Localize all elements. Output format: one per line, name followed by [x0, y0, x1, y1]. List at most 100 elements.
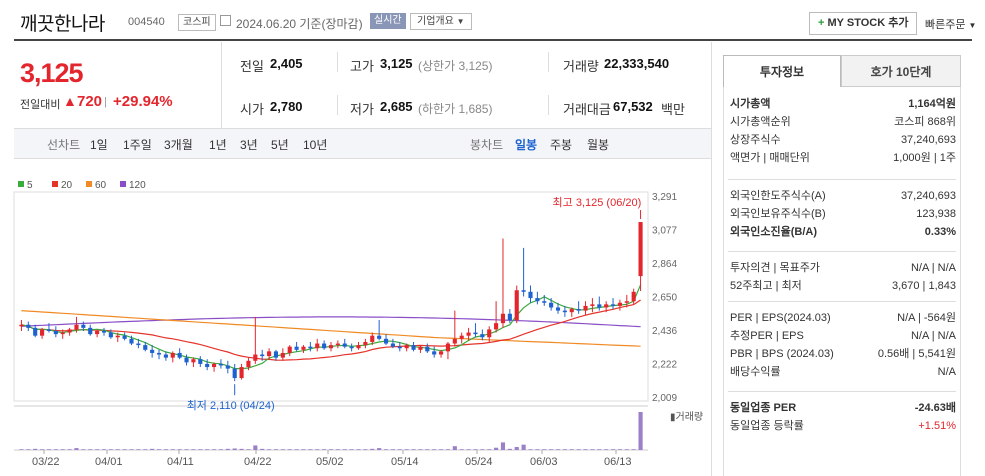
volume-bar: [535, 449, 540, 450]
candle-weekly[interactable]: 주봉: [550, 138, 573, 152]
candle-body: [397, 346, 402, 349]
info-label: 외국인소진율(B/A): [730, 226, 817, 238]
candle-body: [129, 338, 134, 344]
x-tick-label: 06/03: [530, 456, 558, 468]
legend-swatch: [18, 181, 24, 187]
candle-body: [122, 335, 127, 339]
volume-bar: [19, 449, 24, 450]
x-tick-label: 05/02: [316, 456, 344, 468]
my-stock-add-button[interactable]: + MY STOCK 추가: [809, 12, 918, 35]
volume-bar: [390, 449, 395, 450]
info-value: 1,000원 | 1주: [893, 152, 956, 164]
panel-section-divider: [728, 301, 956, 302]
period-5y[interactable]: 5년: [271, 138, 289, 152]
candle-body: [294, 346, 299, 350]
info-row: 투자의견 | 목표주가 N/A | N/A: [730, 259, 956, 277]
tab-orderbook[interactable]: 호가 10단계: [841, 55, 961, 87]
volume-bar: [480, 449, 485, 450]
volume-bar: [136, 449, 141, 450]
tab-investment-info[interactable]: 투자정보: [723, 55, 841, 87]
y-tick-label: 2,009: [652, 393, 677, 404]
prev-value: 2,405: [270, 56, 303, 71]
candle-body: [604, 304, 609, 308]
candle-body: [280, 352, 285, 358]
info-label: 추정PER | EPS: [730, 330, 804, 342]
candle-body: [115, 335, 120, 338]
info-value: 1,164억원: [908, 98, 956, 110]
candle-body: [521, 290, 526, 292]
candle-body: [610, 304, 616, 306]
candle-monthly[interactable]: 월봉: [587, 138, 610, 152]
company-info-dropdown[interactable]: 기업개요 ▼: [410, 13, 472, 30]
candle-body: [239, 367, 244, 379]
candle-body: [33, 327, 38, 336]
info-value: N/A: [937, 366, 956, 378]
candle-body: [590, 304, 595, 306]
candle-body: [246, 360, 251, 368]
lower-limit: (하한가 1,685): [418, 102, 493, 116]
candle-body: [273, 351, 279, 358]
volume-bar: [335, 449, 340, 450]
candle-body: [418, 346, 423, 350]
candle-body: [177, 352, 182, 358]
info-label: 52주최고 | 최저: [730, 280, 802, 292]
realtime-badge[interactable]: 실시간: [370, 13, 406, 29]
volume-bar: [370, 448, 375, 450]
period-1d[interactable]: 1일: [90, 138, 108, 152]
volume-bar: [122, 449, 127, 450]
price-divider: [221, 42, 222, 128]
candle-body: [287, 346, 292, 353]
price-chart[interactable]: 5 20 60 120 3,291 3,077 2,864 2,650 2,436 2,222 2,…: [0, 170, 712, 476]
stock-name: 깨끗한나라: [20, 14, 105, 35]
volume-bar: [198, 449, 203, 450]
panel-section-divider: [728, 391, 956, 392]
candle-body: [459, 335, 464, 339]
info-value: 3,670 | 1,843: [891, 280, 956, 292]
candle-body: [542, 301, 547, 303]
candle-body: [638, 222, 643, 277]
volume-bar: [377, 448, 382, 450]
period-10y[interactable]: 10년: [303, 138, 328, 152]
stat-divider: [337, 52, 338, 72]
candle-body: [67, 329, 72, 333]
period-3m[interactable]: 3개월: [164, 138, 193, 152]
candle-daily[interactable]: 일봉: [515, 138, 538, 152]
candle-body: [150, 349, 155, 353]
high-value: 3,125: [380, 56, 413, 71]
header-divider: [14, 39, 972, 41]
ma60-line: [21, 310, 641, 347]
info-row: 액면가 | 매매단위 1,000원 | 1주: [730, 149, 956, 167]
period-3y[interactable]: 3년: [240, 138, 258, 152]
volume-bar: [239, 448, 244, 450]
x-tick-label: 04/22: [244, 456, 272, 468]
calendar-icon: [220, 15, 231, 26]
info-label: PBR | BPS (2024.03): [730, 348, 834, 360]
current-price: 3,125: [20, 58, 84, 88]
panel-section-divider: [728, 179, 956, 180]
candle-body: [342, 343, 347, 347]
info-row: 시가총액 1,164억원: [730, 95, 956, 113]
candle-body: [205, 363, 210, 368]
volume-bar: [439, 449, 444, 450]
candle-body: [60, 332, 65, 335]
legend-swatch: [120, 181, 126, 187]
volume-bar: [383, 449, 389, 450]
volume-bar: [170, 449, 175, 450]
period-1y[interactable]: 1년: [209, 138, 227, 152]
candle-body: [356, 345, 361, 349]
volume-bar: [253, 445, 258, 450]
quick-order-link[interactable]: 빠른주문 ▼: [925, 16, 976, 32]
period-1w[interactable]: 1주일: [123, 138, 152, 152]
volume-bar: [280, 449, 285, 450]
volume-bar: [624, 449, 629, 450]
quick-order-label: 빠른주문: [925, 19, 966, 31]
price-plot-frame: [13, 191, 649, 402]
volume-bar: [88, 449, 93, 450]
volume-bar: [576, 449, 581, 450]
volume-bar: [177, 449, 182, 450]
candle-body: [514, 290, 519, 321]
volume-bar: [40, 449, 45, 450]
volume-bar: [617, 449, 622, 450]
panel-divider: [711, 42, 712, 476]
candle-body: [267, 351, 272, 357]
